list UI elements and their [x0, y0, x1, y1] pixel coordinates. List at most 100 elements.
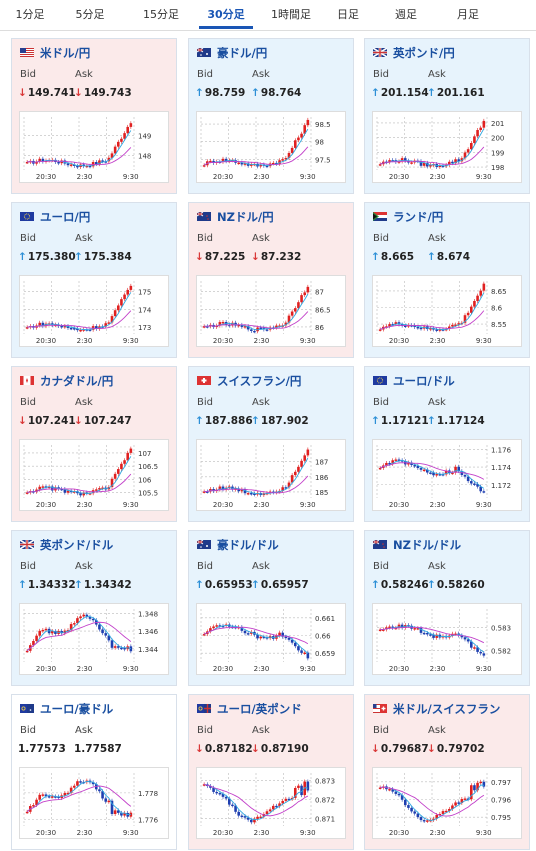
y-tick-label: 200 — [491, 135, 504, 143]
candle — [293, 471, 297, 476]
price-chart[interactable]: 1.176 1.174 1.172 20:30 2:30 9:30 — [372, 439, 522, 511]
pair-name[interactable]: 米ドル/スイスフラン — [393, 702, 501, 716]
candle — [129, 123, 133, 127]
tab-4[interactable]: 1時間足 — [271, 8, 311, 21]
y-tick-label: 0.873 — [315, 778, 335, 786]
price-chart[interactable]: 8.65 8.6 8.55 20:30 2:30 9:30 — [372, 275, 522, 347]
pair-name[interactable]: NZドル/円 — [217, 210, 274, 224]
candle — [460, 635, 464, 638]
candle — [113, 473, 117, 479]
pair-name[interactable]: ユーロ/豪ドル — [40, 702, 114, 716]
candle — [300, 295, 303, 303]
candle — [212, 160, 215, 163]
price-chart[interactable]: 107 106.5 106 105.5 20:30 2:30 9:30 — [19, 439, 169, 511]
tab-3[interactable]: 30分足 — [193, 0, 259, 29]
candle — [432, 634, 435, 638]
ask-value: ↑8.674 — [427, 251, 470, 263]
candle — [240, 324, 244, 327]
candle — [231, 160, 234, 162]
price-chart[interactable]: 187 186 185 20:30 2:30 9:30 — [196, 439, 346, 511]
tab-2[interactable]: 15分足 — [143, 8, 179, 21]
rate-card[interactable]: NZドル/円 Bid ↓87.225 Ask ↓87.232 87 86.5 86 20:30 2… — [188, 202, 354, 358]
candle — [79, 616, 82, 619]
candle — [113, 810, 117, 814]
candle — [221, 625, 225, 628]
x-tick-label: 20:30 — [36, 665, 56, 673]
price-chart[interactable]: 0.873 0.872 0.871 20:30 2:30 9:30 — [196, 767, 346, 839]
bid-number: 0.79687 — [380, 743, 429, 755]
candle — [209, 160, 212, 163]
y-tick-label: 1.776 — [138, 816, 159, 824]
x-tick-label: 2:30 — [77, 173, 93, 181]
tab-5[interactable]: 日足 — [337, 8, 359, 21]
pair-name[interactable]: 豪ドル/ドル — [217, 538, 279, 552]
tab-6[interactable]: 週足 — [395, 8, 417, 21]
tab-1[interactable]: 5分足 — [75, 8, 105, 21]
rate-card[interactable]: スイスフラン/円 Bid ↑187.886 Ask ↑187.902 187 186 185 2… — [188, 366, 354, 522]
price-chart[interactable]: 0.661 0.66 0.659 20:30 2:30 9:30 — [196, 603, 346, 675]
candle — [463, 474, 467, 477]
rate-card[interactable]: 米ドル/円 Bid ↓149.741 Ask ↓149.743 149 148 20:30 2:… — [11, 38, 177, 194]
pair-name[interactable]: NZドル/ドル — [393, 538, 462, 552]
y-tick-label: 1.348 — [138, 610, 158, 618]
rate-card[interactable]: ランド/円 Bid ↑8.665 Ask ↑8.674 8.65 8.6 8.55 20:30 2… — [364, 202, 530, 358]
y-tick-label: 186 — [315, 474, 329, 482]
ask-number: 0.65957 — [260, 579, 309, 591]
bid-label: Bid — [373, 397, 389, 408]
pair-name[interactable]: 英ポンド/ドル — [40, 538, 114, 552]
tab-7[interactable]: 月足 — [457, 8, 479, 21]
tab-0[interactable]: 1分足 — [15, 8, 45, 21]
candle — [303, 292, 307, 296]
arrow-down-icon: ↓ — [195, 743, 204, 755]
pair-name[interactable]: ランド/円 — [393, 210, 444, 224]
candle — [69, 327, 73, 330]
price-chart[interactable]: 201 200 199 198 20:30 2:30 9:30 — [372, 111, 522, 183]
rate-card[interactable]: ユーロ/豪ドル Bid 1.77573 Ask 1.77587 1.778 1.776 20:… — [11, 694, 177, 850]
candle — [482, 283, 486, 291]
rate-card[interactable]: 英ポンド/円 Bid ↑201.154 Ask ↑201.161 201 200 199 198… — [364, 38, 530, 194]
candle — [72, 785, 76, 788]
pair-name[interactable]: ユーロ/円 — [40, 210, 91, 224]
candle — [205, 326, 209, 328]
rate-card[interactable]: カナダドル/円 Bid ↓107.241 Ask ↓107.247 107 106.5 106… — [11, 366, 177, 522]
pair-name[interactable]: ユーロ/英ポンド — [217, 702, 302, 716]
rate-card[interactable]: 米ドル/スイスフラン Bid ↓0.79687 Ask ↓0.79702 0.797 0.7… — [364, 694, 530, 850]
pair-name[interactable]: カナダドル/円 — [40, 374, 114, 388]
candle — [416, 465, 420, 469]
candle — [300, 460, 303, 467]
candle — [107, 157, 111, 162]
candle — [300, 785, 303, 796]
x-tick-label: 2:30 — [77, 337, 93, 345]
rate-card[interactable]: 豪ドル/ドル Bid ↑0.65953 Ask ↑0.65957 0.661 0.66 0.6… — [188, 530, 354, 686]
rate-card[interactable]: NZドル/ドル Bid ↑0.58246 Ask ↑0.58260 0.583 0.582 2… — [364, 530, 530, 686]
candle — [397, 459, 401, 461]
price-chart[interactable]: 149 148 20:30 2:30 9:30 — [19, 111, 169, 183]
price-chart[interactable]: 1.348 1.346 1.344 20:30 2:30 9:30 — [19, 603, 169, 675]
rate-card[interactable]: 豪ドル/円 Bid ↑98.759 Ask ↑98.764 98.5 98 97.5 20:30… — [188, 38, 354, 194]
pair-name[interactable]: 豪ドル/円 — [217, 46, 268, 60]
pair-name[interactable]: 英ポンド/円 — [393, 46, 455, 60]
arrow-up-icon: ↑ — [371, 87, 380, 99]
price-chart[interactable]: 1.778 1.776 20:30 2:30 9:30 — [19, 767, 169, 839]
price-chart[interactable]: 175 174 173 20:30 2:30 9:30 — [19, 275, 169, 347]
candle — [447, 808, 451, 811]
x-tick-label: 2:30 — [254, 501, 270, 509]
ask-value: ↑1.17124 — [427, 415, 485, 427]
price-chart[interactable]: 0.583 0.582 20:30 2:30 9:30 — [372, 603, 522, 675]
x-tick-label: 9:30 — [300, 337, 316, 345]
rate-card[interactable]: 英ポンド/ドル Bid ↑1.34332 Ask ↑1.34342 1.348 1.346 1… — [11, 530, 177, 686]
price-chart[interactable]: 98.5 98 97.5 20:30 2:30 9:30 — [196, 111, 346, 183]
rate-card[interactable]: ユーロ/円 Bid ↑175.380 Ask ↑175.384 175 174 173 20:3… — [11, 202, 177, 358]
price-chart[interactable]: 0.797 0.796 0.795 20:30 2:30 9:30 — [372, 767, 522, 839]
bid-number: 187.886 — [204, 415, 253, 427]
rate-card[interactable]: ユーロ/ドル Bid ↑1.17121 Ask ↑1.17124 1.176 1.174 1.… — [364, 366, 530, 522]
pair-name[interactable]: 米ドル/円 — [40, 46, 91, 60]
candle — [422, 632, 426, 635]
price-chart[interactable]: 87 86.5 86 20:30 2:30 9:30 — [196, 275, 346, 347]
candle — [98, 624, 101, 630]
rate-card[interactable]: ユーロ/英ポンド Bid ↓0.87182 Ask ↓0.87190 0.873 0.872… — [188, 694, 354, 850]
pair-name[interactable]: ユーロ/ドル — [393, 374, 455, 388]
pair-name[interactable]: スイスフラン/円 — [217, 374, 302, 388]
ma-short-line — [380, 625, 485, 653]
y-tick-label: 198 — [491, 164, 504, 172]
